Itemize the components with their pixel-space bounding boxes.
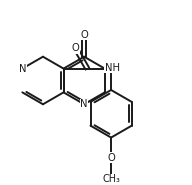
Text: O: O xyxy=(72,43,79,53)
Text: N: N xyxy=(80,99,88,109)
Text: O: O xyxy=(107,153,115,163)
Text: O: O xyxy=(80,30,88,40)
Text: NH: NH xyxy=(104,63,120,73)
Text: N: N xyxy=(19,64,26,74)
Text: CH₃: CH₃ xyxy=(102,174,120,184)
